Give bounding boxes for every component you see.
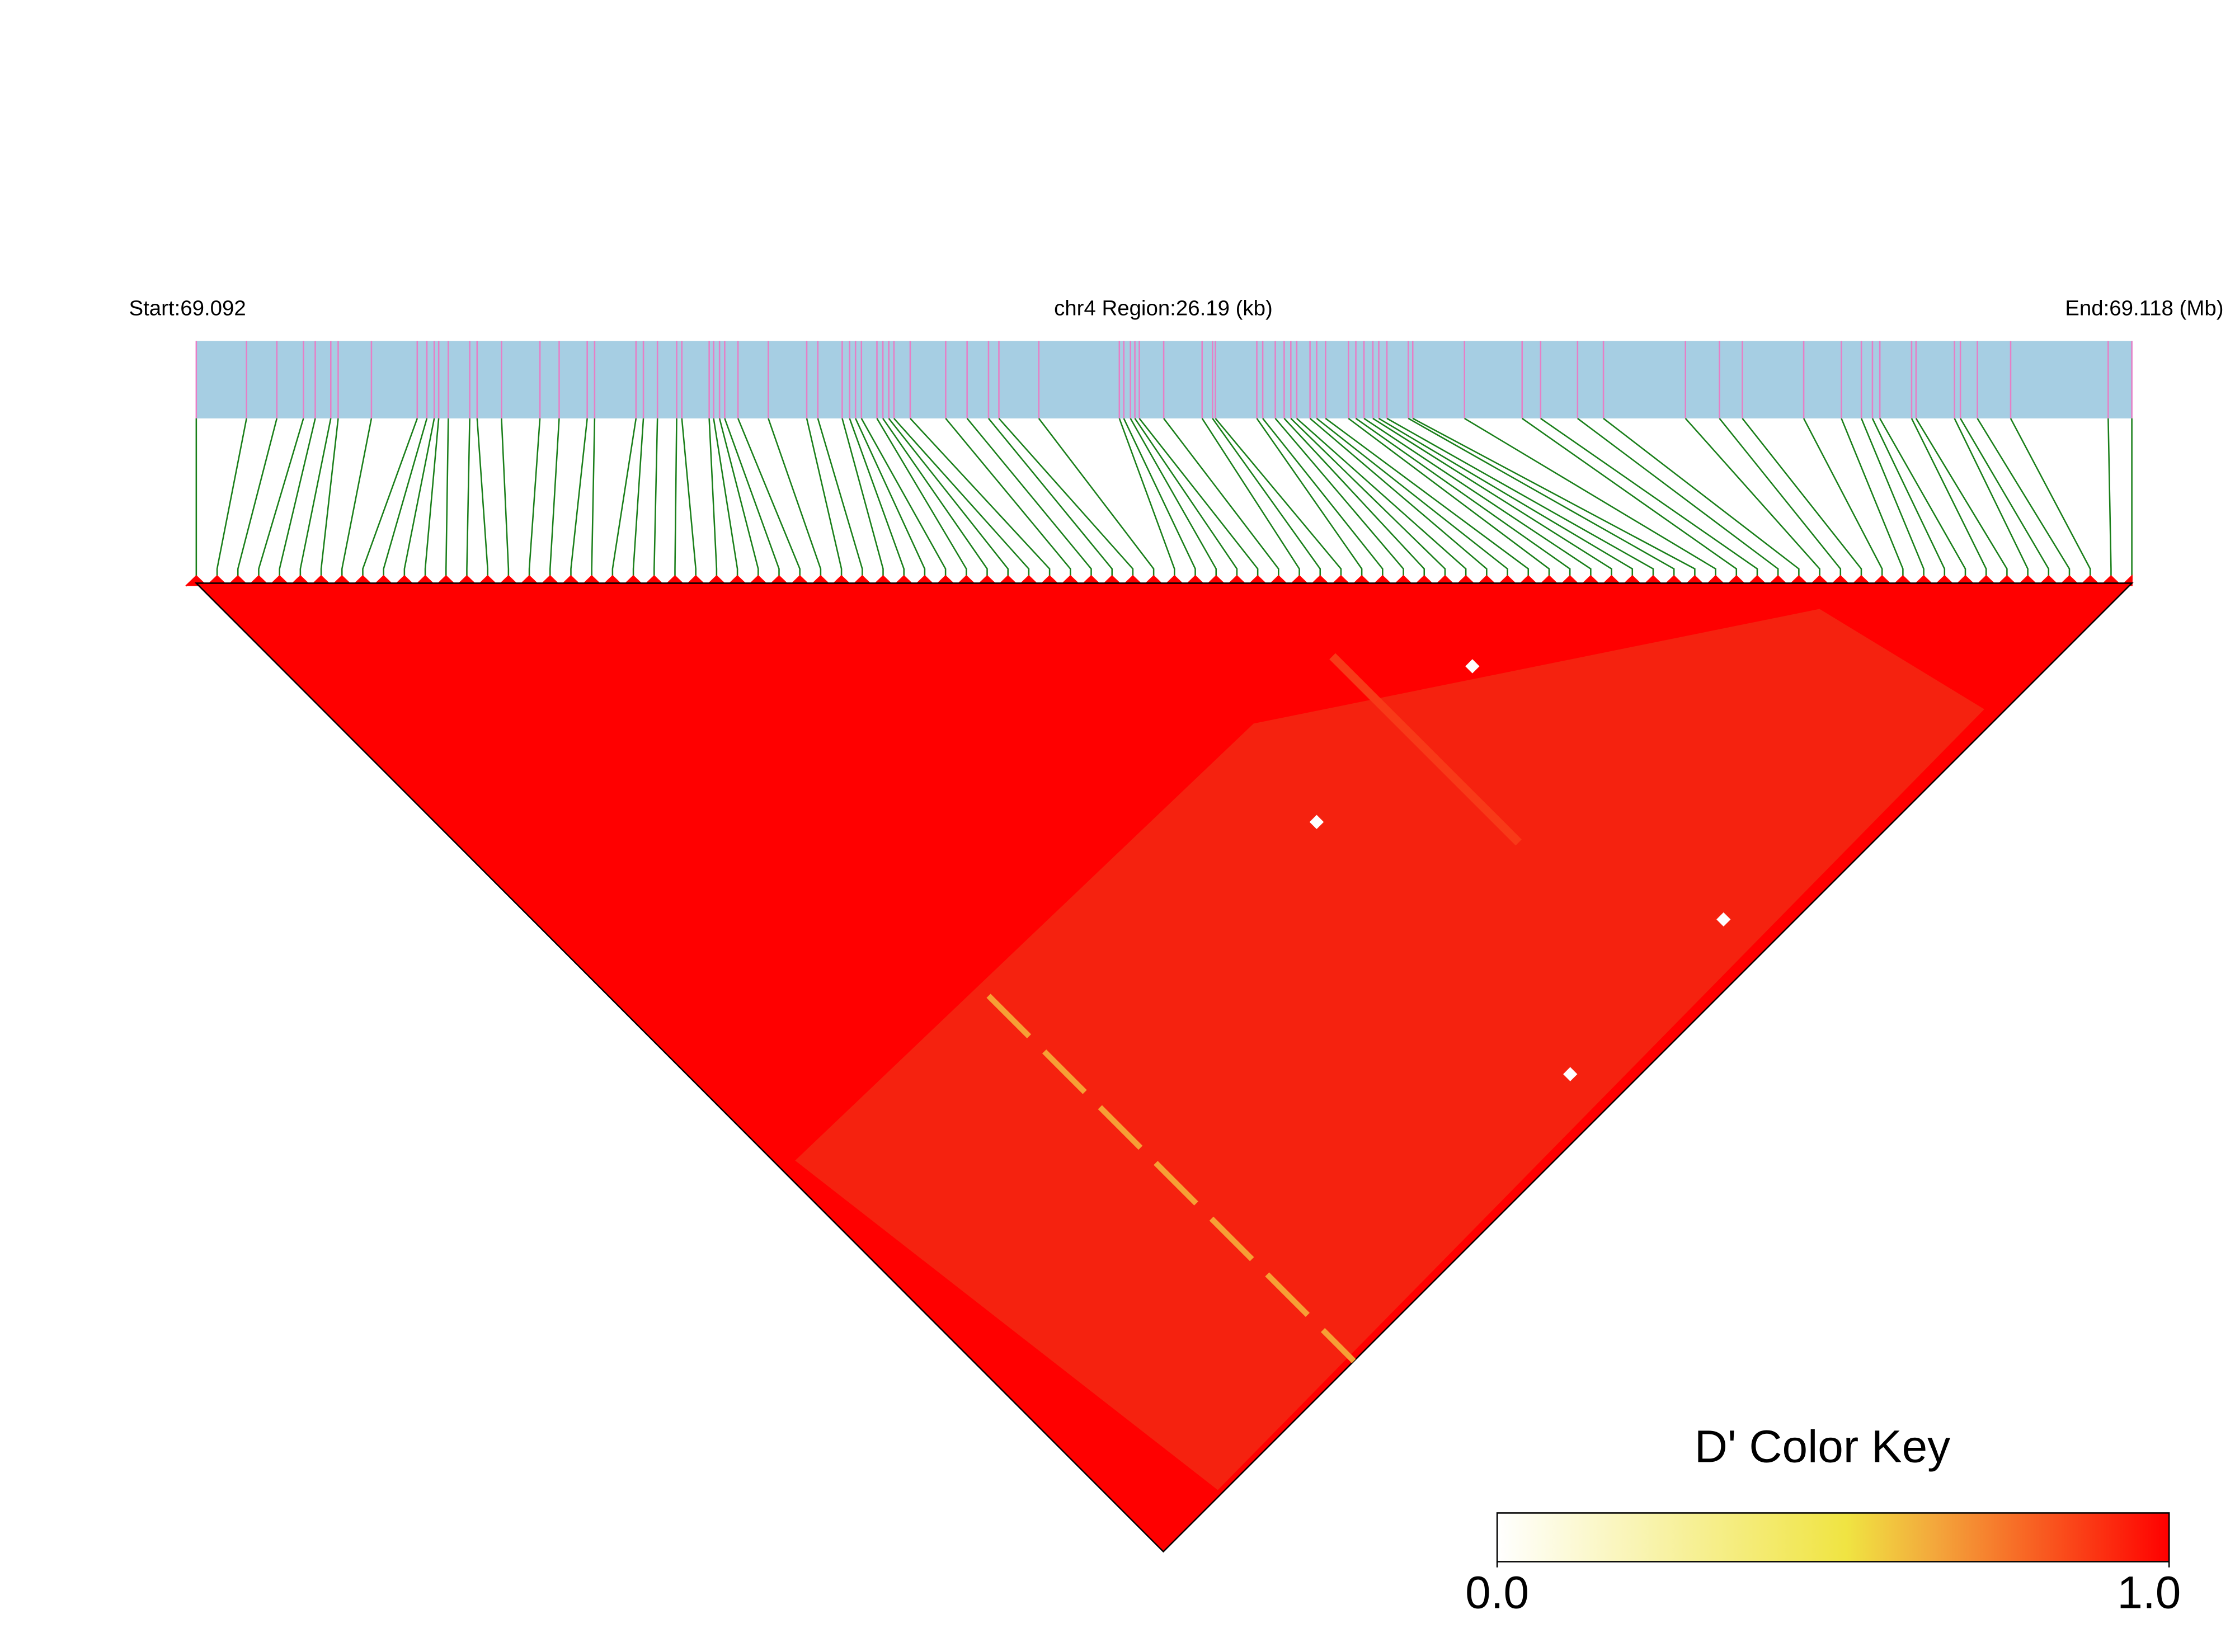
snp-connector [1960, 418, 2050, 581]
snp-connector [681, 418, 697, 581]
end-label: End:69.118 (Mb) [2065, 296, 2223, 320]
snp-connector [591, 418, 596, 581]
snp-connector [987, 418, 1113, 581]
snp-connector [1138, 418, 1259, 581]
snp-connector [1215, 418, 1342, 581]
snp-connector [1685, 418, 1820, 581]
snp-connector [1803, 418, 1883, 581]
color-key-ticks: 0.0 1.0 [1465, 1561, 2181, 1618]
ld-cell [1716, 912, 1731, 927]
snp-connector [882, 418, 988, 581]
snp-connector [476, 418, 488, 581]
snp-connector [1163, 418, 1279, 581]
snp-connector [998, 418, 1134, 581]
snp-group [185, 341, 2133, 587]
snp-connector [1603, 417, 1800, 581]
snp-connector [1118, 418, 1175, 581]
snp-connector [910, 418, 1051, 581]
snp-connector [1134, 418, 1238, 581]
snp-connector [1577, 417, 1779, 581]
color-key-title: D' Color Key [1695, 1421, 1950, 1472]
snp-connector [445, 418, 449, 581]
snp-connector [362, 418, 418, 581]
region-label: chr4 Region:26.19 (kb) [1054, 296, 1273, 320]
snp-connector [632, 418, 644, 581]
start-label: Start:69.092 [129, 296, 246, 320]
snp-connector [1325, 417, 1530, 581]
snp-connector [611, 418, 637, 581]
ld-streak [986, 994, 1356, 1363]
ld-block [795, 609, 1984, 1490]
snp-connector [806, 418, 843, 581]
color-key-label: 1.0 [2117, 1568, 2181, 1618]
snp-connector [216, 418, 247, 581]
snp-connector [299, 418, 332, 581]
snp-connector [1871, 418, 1946, 581]
snp-connector [841, 418, 884, 581]
ld-streak [1329, 653, 1522, 846]
snp-connector [1256, 418, 1363, 581]
snp-connector [237, 418, 278, 581]
snp-connector [817, 418, 863, 581]
ld-cell [1309, 815, 1324, 830]
ld-cell [1563, 1067, 1578, 1081]
snp-connector [2107, 418, 2112, 581]
snp-connector [549, 418, 560, 581]
snp-connector [737, 418, 801, 581]
snp-connector [424, 418, 440, 581]
snp-connector [320, 418, 339, 581]
color-key-bar [1496, 1512, 2170, 1562]
snp-connector [570, 418, 588, 581]
snp-connector [501, 418, 510, 581]
snp-connector [1860, 418, 1925, 581]
snp-connector [1386, 417, 1654, 581]
snp-connector [653, 418, 658, 581]
snp-connector [528, 418, 541, 581]
snp-connector [674, 418, 677, 581]
snp-connector [718, 418, 759, 581]
ld-overlay [795, 609, 1984, 1490]
snp-connector [1540, 417, 1758, 581]
snp-connector [1262, 418, 1384, 581]
snp-connector [1201, 418, 1300, 581]
ld-cell [1465, 659, 1480, 674]
snp-connector [2010, 418, 2091, 581]
snp-connector [1309, 417, 1488, 581]
snp-connector [708, 418, 718, 581]
snp-connector [383, 418, 428, 581]
snp-connector [1123, 418, 1196, 581]
color-key-label: 0.0 [1465, 1568, 1529, 1618]
snp-connector [279, 418, 316, 581]
snp-connector [1038, 418, 1155, 581]
snp-connector [855, 418, 926, 581]
snp-connector [1283, 418, 1425, 581]
snp-connector [466, 418, 470, 581]
snp-connector [1348, 417, 1550, 581]
